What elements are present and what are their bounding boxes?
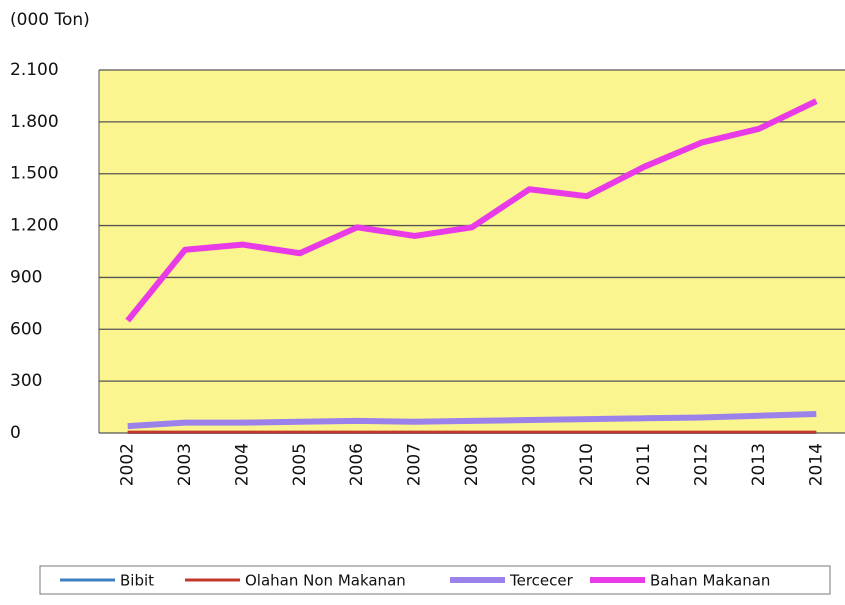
legend-label: Bahan Makanan	[650, 572, 770, 590]
x-tick-label: 2004	[232, 443, 252, 486]
y-tick-label: 300	[10, 371, 42, 391]
x-tick-label: 2010	[577, 443, 597, 486]
x-tick-label: 2012	[692, 443, 712, 486]
x-tick-label: 2013	[749, 443, 769, 486]
y-tick-label: 900	[10, 267, 42, 287]
y-tick-label: 600	[10, 319, 42, 339]
legend-box	[39, 565, 831, 595]
x-tick-label: 2011	[634, 443, 654, 486]
chart-title: (000 Ton)	[10, 10, 90, 30]
x-tick-label: 2009	[519, 443, 539, 486]
y-tick-label: 1.800	[10, 112, 59, 132]
y-tick-label: 1.500	[10, 164, 59, 184]
x-tick-label: 2003	[175, 443, 195, 486]
legend-label: Bibit	[120, 572, 154, 590]
x-tick-label: 2014	[806, 443, 826, 486]
y-tick-label: 0	[10, 423, 21, 443]
x-tick-label: 2007	[405, 443, 425, 486]
series-line	[127, 410, 817, 430]
series-line	[125, 98, 818, 323]
legend-label: Olahan Non Makanan	[245, 572, 406, 590]
y-tick-label: 2.100	[10, 60, 59, 80]
y-tick-label: 1.200	[10, 216, 59, 236]
x-tick-label: 2006	[347, 443, 367, 486]
x-tick-label: 2008	[462, 443, 482, 486]
x-tick-label: 2005	[290, 443, 310, 486]
x-tick-label: 2002	[118, 443, 138, 486]
plot-area	[99, 70, 845, 433]
legend-label: Tercecer	[509, 572, 574, 590]
